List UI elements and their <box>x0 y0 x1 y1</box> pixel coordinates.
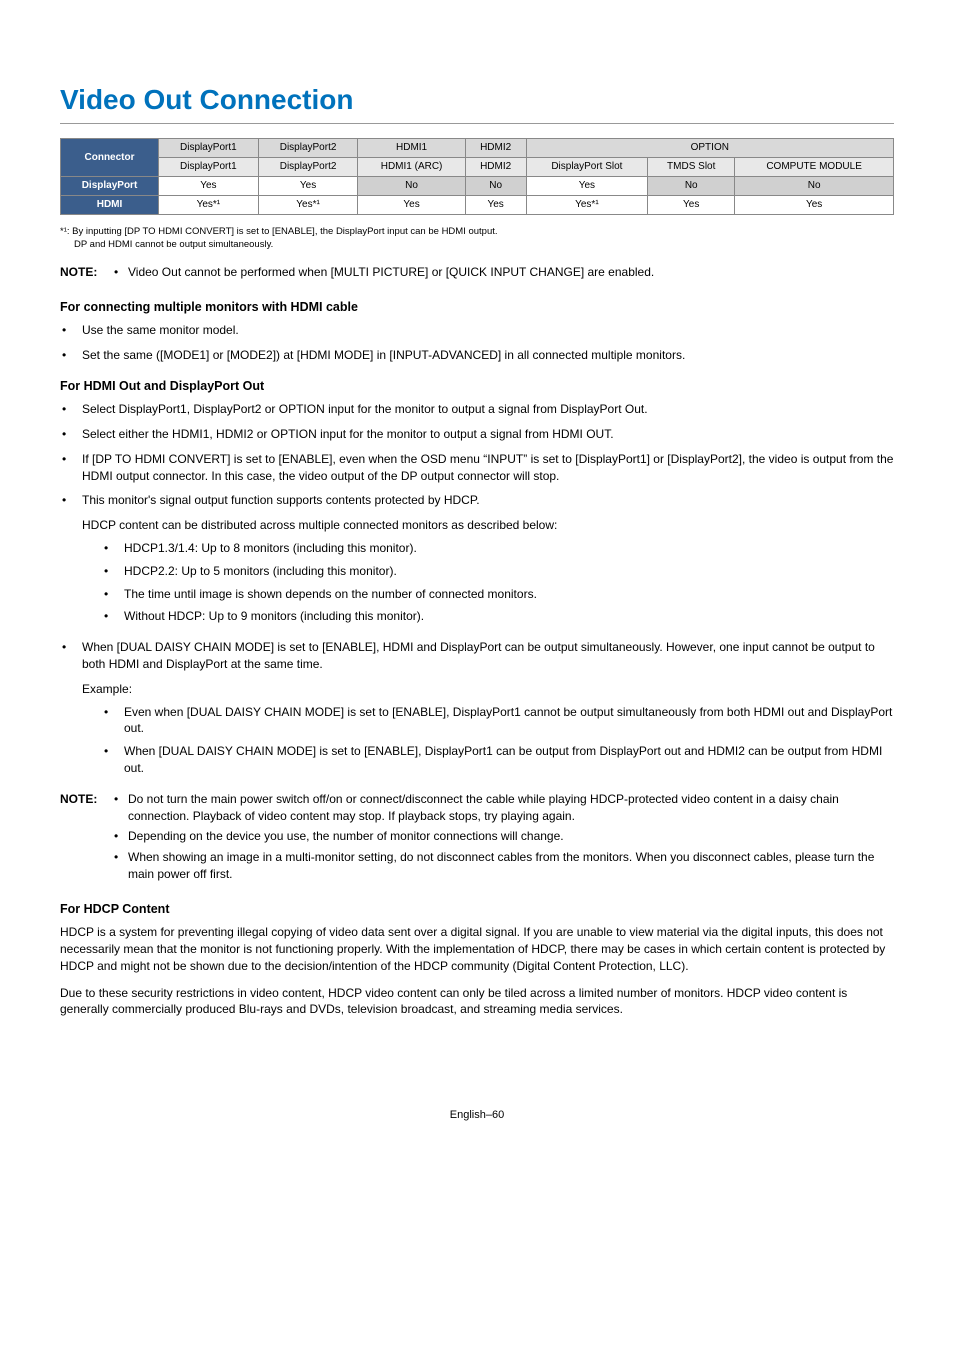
th-dp2: DisplayPort2 <box>258 139 358 158</box>
sec1-item-0: Use the same monitor model. <box>82 322 894 339</box>
cell-dp-5: No <box>648 177 735 196</box>
th-hdmi1: HDMI1 <box>358 139 465 158</box>
hdcp-line: HDCP content can be distributed across m… <box>82 517 894 534</box>
bullet-icon: • <box>104 586 124 603</box>
table-footnote: *¹: By inputting [DP TO HDMI CONVERT] is… <box>60 225 894 252</box>
page-title: Video Out Connection <box>60 80 894 124</box>
th-hdmi2: HDMI2 <box>465 139 526 158</box>
cell-hdmi-5: Yes <box>648 196 735 215</box>
cell-hdmi-6: Yes <box>735 196 894 215</box>
cell-hdmi-3: Yes <box>465 196 526 215</box>
th-sub-compute: COMPUTE MODULE <box>735 158 894 177</box>
bullet-icon: • <box>60 401 82 418</box>
note-label: NOTE: <box>60 264 114 285</box>
bullet-icon: • <box>60 492 82 631</box>
th-row-hdmi: HDMI <box>61 196 159 215</box>
bullet-icon: • <box>60 451 82 485</box>
th-sub-dpslot: DisplayPort Slot <box>526 158 648 177</box>
cell-hdmi-0: Yes*¹ <box>159 196 259 215</box>
dual-intro: When [DUAL DAISY CHAIN MODE] is set to [… <box>82 639 894 673</box>
note-2: NOTE: •Do not turn the main power switch… <box>60 791 894 887</box>
heading-sec2: For HDMI Out and DisplayPort Out <box>60 378 894 396</box>
th-sub-tmds: TMDS Slot <box>648 158 735 177</box>
sec2-item-1: Select either the HDMI1, HDMI2 or OPTION… <box>82 426 894 443</box>
cell-dp-0: Yes <box>159 177 259 196</box>
th-sub-dp1: DisplayPort1 <box>159 158 259 177</box>
bullet-icon: • <box>60 426 82 443</box>
page-footer: English–60 <box>60 1108 894 1123</box>
bullet-icon: • <box>114 264 128 281</box>
cell-dp-3: No <box>465 177 526 196</box>
bullet-icon: • <box>104 743 124 777</box>
hdcp-intro: This monitor's signal output function su… <box>82 492 894 509</box>
connection-table: Connector DisplayPort1 DisplayPort2 HDMI… <box>60 138 894 215</box>
bullet-icon: • <box>104 540 124 557</box>
th-dp1: DisplayPort1 <box>159 139 259 158</box>
bullet-icon: • <box>114 791 128 825</box>
bullet-icon: • <box>104 608 124 625</box>
th-sub-hdmi1arc: HDMI1 (ARC) <box>358 158 465 177</box>
dual-item-1: When [DUAL DAISY CHAIN MODE] is set to [… <box>124 743 894 777</box>
sec3-p1: HDCP is a system for preventing illegal … <box>60 924 894 974</box>
bullet-icon: • <box>104 704 124 738</box>
th-connector: Connector <box>61 139 159 177</box>
example-label: Example: <box>82 681 894 698</box>
cell-dp-1: Yes <box>258 177 358 196</box>
hdcp-item-3: Without HDCP: Up to 9 monitors (includin… <box>124 608 894 625</box>
note2-item-0: Do not turn the main power switch off/on… <box>128 791 894 825</box>
heading-sec3: For HDCP Content <box>60 901 894 919</box>
bullet-icon: • <box>60 639 82 783</box>
bullet-icon: • <box>104 563 124 580</box>
th-option: OPTION <box>526 139 893 158</box>
hdcp-item-1: HDCP2.2: Up to 5 monitors (including thi… <box>124 563 894 580</box>
cell-dp-6: No <box>735 177 894 196</box>
sec1-item-1: Set the same ([MODE1] or [MODE2]) at [HD… <box>82 347 894 364</box>
note-1: NOTE: •Video Out cannot be performed whe… <box>60 264 894 285</box>
sec2-item-0: Select DisplayPort1, DisplayPort2 or OPT… <box>82 401 894 418</box>
bullet-icon: • <box>114 828 128 845</box>
sec3-p2: Due to these security restrictions in vi… <box>60 985 894 1019</box>
heading-sec1: For connecting multiple monitors with HD… <box>60 299 894 317</box>
bullet-icon: • <box>114 849 128 883</box>
cell-hdmi-1: Yes*¹ <box>258 196 358 215</box>
hdcp-item-0: HDCP1.3/1.4: Up to 8 monitors (including… <box>124 540 894 557</box>
note-label: NOTE: <box>60 791 114 887</box>
bullet-icon: • <box>60 322 82 339</box>
th-sub-hdmi2: HDMI2 <box>465 158 526 177</box>
note2-item-2: When showing an image in a multi-monitor… <box>128 849 894 883</box>
th-sub-dp2: DisplayPort2 <box>258 158 358 177</box>
cell-hdmi-4: Yes*¹ <box>526 196 648 215</box>
th-row-dp: DisplayPort <box>61 177 159 196</box>
cell-dp-4: Yes <box>526 177 648 196</box>
note2-item-1: Depending on the device you use, the num… <box>128 828 564 845</box>
cell-dp-2: No <box>358 177 465 196</box>
note1-item-0: Video Out cannot be performed when [MULT… <box>128 264 654 281</box>
bullet-icon: • <box>60 347 82 364</box>
sec2-list: •Select DisplayPort1, DisplayPort2 or OP… <box>60 401 894 783</box>
dual-item-0: Even when [DUAL DAISY CHAIN MODE] is set… <box>124 704 894 738</box>
cell-hdmi-2: Yes <box>358 196 465 215</box>
sec2-item-2: If [DP TO HDMI CONVERT] is set to [ENABL… <box>82 451 894 485</box>
hdcp-item-2: The time until image is shown depends on… <box>124 586 894 603</box>
sec1-list: •Use the same monitor model. •Set the sa… <box>60 322 894 364</box>
